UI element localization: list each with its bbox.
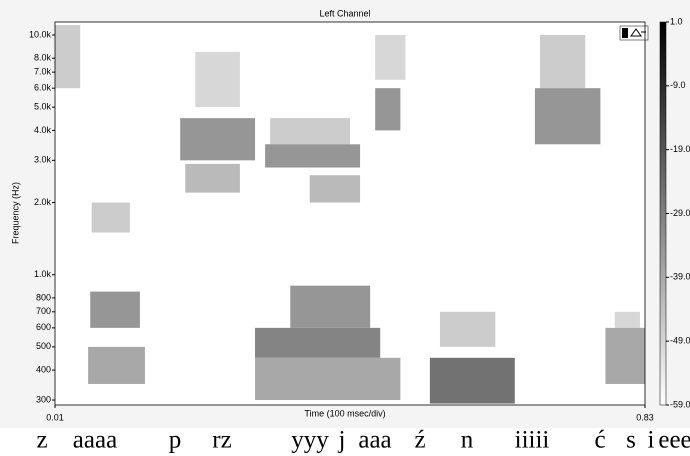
x-axis-label: Time (100 msec/div) — [304, 408, 385, 418]
spectrogram-cell — [614, 311, 640, 328]
colorbar-tick-label: -9.0 — [670, 80, 686, 90]
spectrogram-cell — [375, 88, 401, 131]
spectrogram-cell — [185, 163, 240, 193]
spectrogram-cell — [309, 175, 361, 203]
spectrogram-cell — [605, 327, 645, 384]
spectrogram-cell — [91, 202, 130, 233]
y-tick-label: 8.0k — [34, 53, 52, 63]
transcript-token: n — [461, 427, 474, 454]
chart-title: Left Channel — [319, 8, 370, 18]
transcript-token: aaaa — [73, 427, 117, 454]
spectrogram-cell — [195, 51, 240, 108]
y-tick-label: 5.0k — [34, 102, 52, 112]
colorbar-tick-label: -19.0 — [670, 144, 690, 154]
colorbar-tick-label: 1.0 — [670, 16, 683, 26]
spectrogram-cell — [255, 327, 381, 358]
spectrogram-cell — [55, 25, 81, 89]
y-tick-label: 600 — [36, 322, 51, 332]
y-tick-label: 3.0k — [34, 155, 52, 165]
transcript-token: j — [338, 427, 346, 454]
y-tick-label: 7.0k — [34, 67, 52, 77]
plot-border — [54, 21, 646, 406]
spectrogram-cell — [375, 34, 406, 80]
spectrogram-cell — [429, 357, 515, 404]
transcript-token: ć — [594, 427, 605, 454]
y-tick-label: 400 — [36, 364, 51, 374]
transcript-token: iiiii — [515, 427, 550, 454]
transcript-token: eee — [658, 427, 690, 454]
transcript-token: s — [626, 427, 636, 454]
transcript-token: yyy — [291, 427, 329, 454]
y-tick-label: 6.0k — [34, 83, 52, 93]
transcript-token: rz — [212, 427, 231, 454]
transcript-token: ź — [414, 427, 425, 454]
y-tick-label: 700 — [36, 306, 51, 316]
y-tick-label: 10.0k — [29, 29, 52, 39]
y-tick-label: 800 — [36, 292, 51, 302]
transcript-token: z — [36, 427, 47, 454]
spectrogram-cell — [265, 144, 361, 168]
y-tick-label: 1.0k — [34, 269, 52, 279]
y-tick-label: 4.0k — [34, 125, 52, 135]
icon — [619, 25, 649, 41]
spectrogram-cell — [88, 346, 145, 384]
colorbar-tick-label: -29.0 — [670, 208, 690, 218]
spectrogram-cell — [539, 34, 586, 89]
spectrogram-cell — [270, 118, 350, 145]
spectrogram-cell — [439, 311, 496, 347]
y-axis-label: Frequency (Hz) — [10, 182, 20, 244]
spectrogram-cell — [90, 291, 140, 328]
spectrogram-cell — [180, 118, 256, 161]
x-tick-label: 0.83 — [636, 412, 654, 422]
y-tick-label: 300 — [36, 394, 51, 404]
colorbar-tick-label: -49.0 — [670, 336, 690, 346]
y-tick-label: 2.0k — [34, 197, 52, 207]
colorbar-tick-label: -59.0 — [670, 399, 690, 409]
spectrogram-cell — [290, 285, 371, 328]
spectrogram-cell — [534, 88, 601, 145]
colorbar-tick-label: -39.0 — [670, 272, 690, 282]
transcript-token: i — [648, 427, 655, 454]
y-tick-label: 500 — [36, 341, 51, 351]
transcript-token: aaa — [358, 427, 391, 454]
colorbar — [659, 21, 667, 406]
transcript-token: p — [169, 427, 182, 454]
x-tick-label: 0.01 — [46, 412, 64, 422]
spectrogram-cell — [255, 357, 401, 401]
